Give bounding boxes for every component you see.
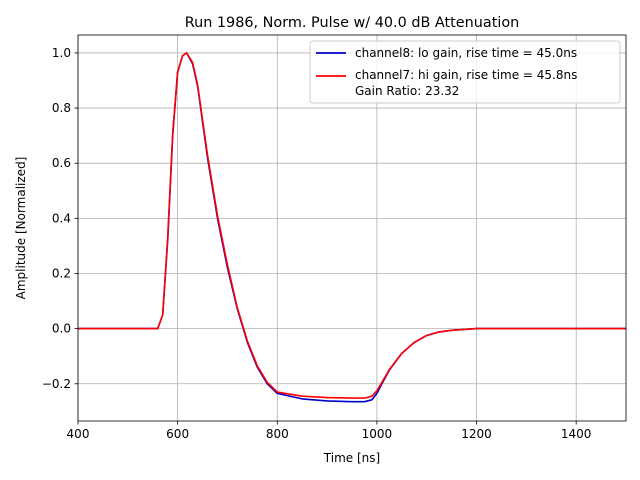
y-tick-label: 0.0 <box>52 322 71 336</box>
y-tick-label: 0.4 <box>52 211 71 225</box>
y-tick-label: 0.6 <box>52 156 71 170</box>
x-axis-ticks: 400 600 800 1000 1200 1400 <box>67 421 592 441</box>
series-layer <box>78 52 626 403</box>
x-tick-label: 600 <box>166 427 189 441</box>
x-tick-label: 1200 <box>461 427 492 441</box>
series-line-1 <box>78 52 626 399</box>
legend-gain-ratio: Gain Ratio: 23.32 <box>355 84 459 98</box>
y-axis-ticks: −0.2 0.0 0.2 0.4 0.6 0.8 1.0 <box>42 46 78 391</box>
plot-frame <box>77 34 627 422</box>
x-tick-label: 400 <box>67 427 90 441</box>
y-tick-label: 0.2 <box>52 266 71 280</box>
y-tick-label: −0.2 <box>42 377 71 391</box>
legend: channel8: lo gain, rise time = 45.0ns ch… <box>309 40 621 104</box>
y-tick-label: 1.0 <box>52 46 71 60</box>
x-tick-label: 1000 <box>362 427 393 441</box>
x-axis-label: Time [ns] <box>323 451 380 465</box>
legend-box <box>309 40 621 104</box>
chart-title: Run 1986, Norm. Pulse w/ 40.0 dB Attenua… <box>185 15 520 31</box>
y-tick-label: 0.8 <box>52 101 71 115</box>
legend-label-channel7: channel7: hi gain, rise time = 45.8ns <box>355 68 577 82</box>
legend-label-channel8: channel8: lo gain, rise time = 45.0ns <box>355 46 577 60</box>
y-axis-label: Amplitude [Normalized] <box>14 157 28 300</box>
x-tick-label: 800 <box>266 427 289 441</box>
x-tick-label: 1400 <box>561 427 592 441</box>
